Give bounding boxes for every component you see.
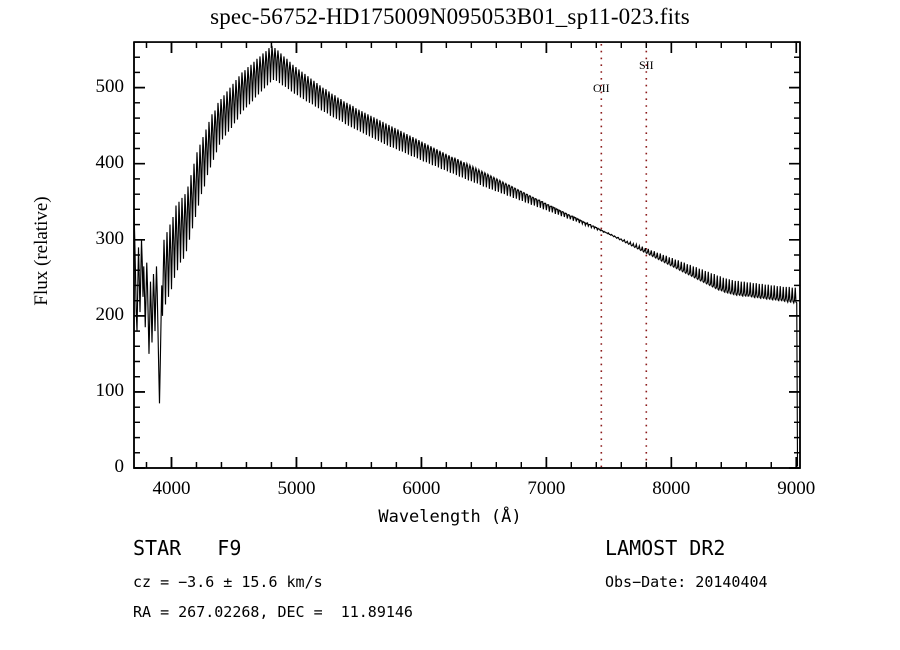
y-tick-label: 200 [95, 303, 125, 325]
coordinates-line: RA = 267.02268, DEC = 11.89146 [133, 603, 413, 621]
radial-velocity-line: cz = −3.6 ± 15.6 km/s [133, 573, 323, 591]
page-title: spec-56752-HD175009N095053B01_sp11-023.f… [210, 4, 690, 29]
y-tick-label: 400 [95, 151, 125, 173]
observation-date-line: Obs−Date: 20140404 [605, 573, 768, 591]
spectrum-trace [133, 45, 799, 467]
survey-release-label: LAMOST DR2 [605, 536, 726, 560]
object-info-block: STAR F9 cz = −3.6 ± 15.6 km/s RA = 267.0… [133, 533, 603, 627]
axis-ticks [134, 41, 800, 469]
bottom-clip-mask [0, 469, 900, 650]
x-tick-label: 7000 [527, 478, 566, 499]
x-tick-label: 4000 [152, 478, 191, 499]
x-tick-label: 6000 [402, 478, 441, 499]
top-clip-mask [0, 0, 900, 42]
spectral-line-markers [600, 44, 648, 467]
object-class-and-subtype: STAR F9 [133, 536, 242, 560]
x-tick-label: 9000 [777, 478, 816, 499]
y-axis-title: Flux (relative) [31, 196, 52, 306]
y-tick-label: 0 [114, 456, 125, 477]
y-tick-label: 500 [95, 75, 125, 97]
y-tick-label: 300 [95, 227, 125, 249]
spectral-line-label-oii: OII [592, 81, 610, 96]
x-tick-label: 5000 [277, 478, 316, 499]
spectral-line-label-sii: SII [638, 58, 654, 73]
survey-info-block: LAMOST DR2 Obs−Date: 20140404 [605, 533, 895, 597]
x-tick-label: 8000 [652, 478, 691, 499]
y-tick-label: 100 [95, 379, 125, 401]
x-axis-title: Wavelength (Å) [378, 507, 522, 527]
